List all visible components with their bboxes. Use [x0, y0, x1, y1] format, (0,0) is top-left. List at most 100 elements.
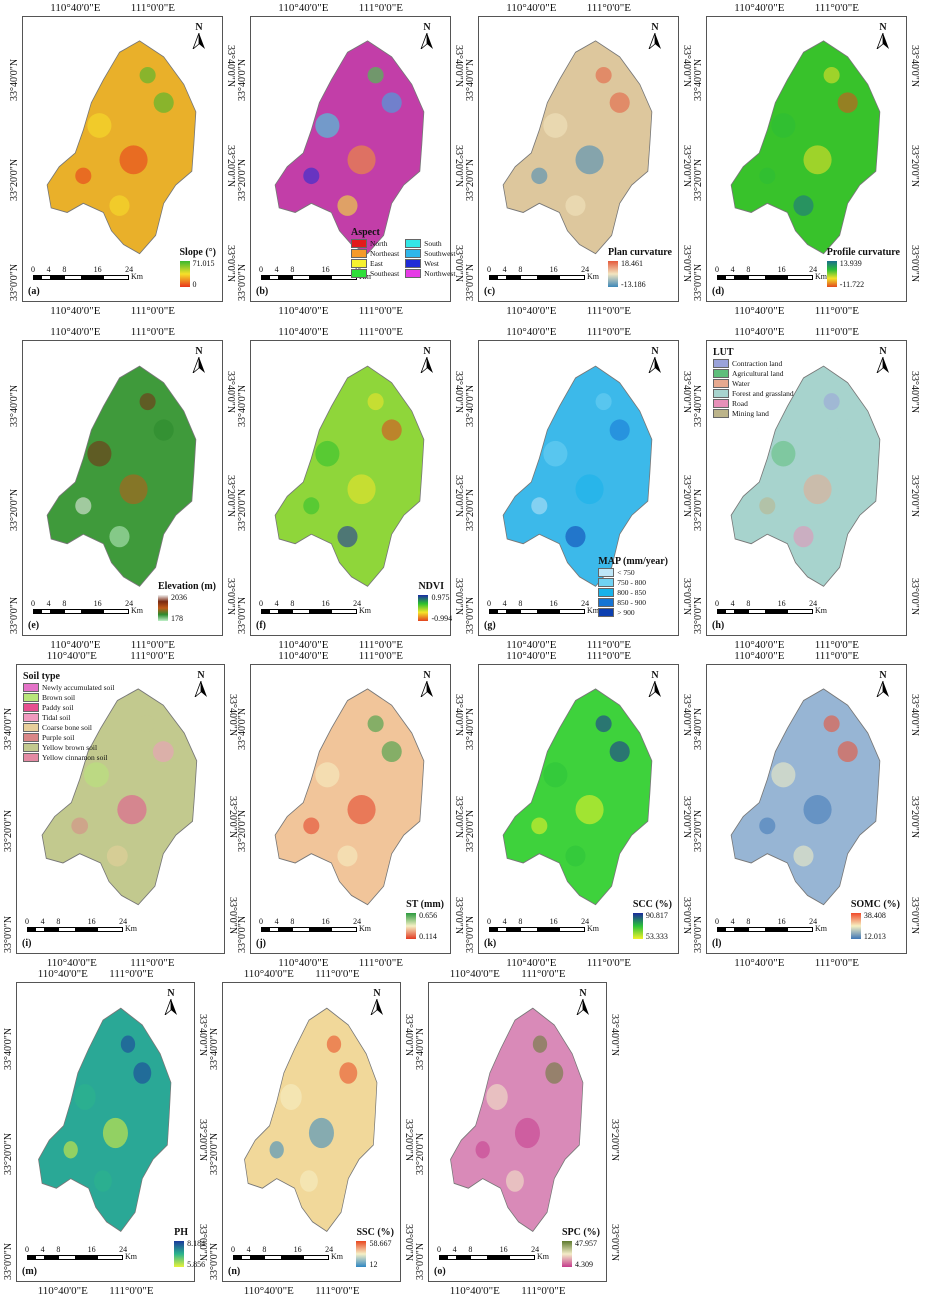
- north-label: N: [167, 988, 175, 999]
- longitude-label: 111°0'0"E: [586, 2, 631, 14]
- scale-unit: Km: [331, 1252, 343, 1261]
- longitude-label: 110°40'0"E: [37, 1285, 88, 1297]
- latitude-label: 33°20'0"N: [3, 1132, 14, 1175]
- north-arrow-icon: N: [874, 23, 892, 51]
- legend-item: Mining land: [713, 408, 794, 418]
- longitude-label: 111°0'0"E: [814, 305, 859, 317]
- legend-max: 71.015: [192, 259, 215, 268]
- legend-gradient: [174, 1241, 185, 1267]
- legend-swatch: [713, 368, 729, 378]
- study-area-map: [730, 40, 881, 255]
- legend-item: South: [405, 238, 455, 248]
- latitude-label: 33°40'0"N: [693, 707, 704, 750]
- legend-swatch: [23, 702, 39, 712]
- scale-unit: Km: [587, 924, 599, 933]
- north-label: N: [879, 670, 887, 681]
- north-label: N: [651, 22, 659, 33]
- latitude-label: 33°0'0"N: [3, 915, 14, 953]
- longitude-label: 111°0'0"E: [521, 1285, 566, 1297]
- legend-min: 12.013: [863, 932, 886, 941]
- latitude-label: 33°20'0"N: [197, 1119, 208, 1162]
- longitude-label: 110°40'0"E: [278, 2, 329, 14]
- legend-item: Agricultural land: [713, 368, 794, 378]
- latitude-label: 33°20'0"N: [3, 809, 14, 852]
- longitude-label: 111°0'0"E: [814, 650, 859, 662]
- longitude-label: 111°0'0"E: [130, 639, 175, 651]
- latitude-label: 33°20'0"N: [237, 809, 248, 852]
- longitude-label: 110°40'0"E: [506, 639, 557, 651]
- legend-swatch: [23, 712, 39, 722]
- legend-title: SCC (%): [632, 899, 672, 910]
- longitude-label: 110°40'0"E: [734, 2, 785, 14]
- longitude-label: 110°40'0"E: [50, 2, 101, 14]
- latitude-label: 33°0'0"N: [681, 245, 692, 283]
- scale-unit: Km: [537, 1252, 549, 1261]
- map-panel-c: N (c) 0 4 8 16 24 Km Plan curvature 18.461 -13.186: [478, 16, 679, 302]
- scale-tick: 16: [321, 599, 330, 608]
- study-area-map: [38, 1007, 172, 1232]
- legend-item-label: Yellow brown soil: [42, 742, 98, 752]
- longitude-label: 110°40'0"E: [734, 957, 785, 969]
- north-arrow-icon: N: [162, 988, 180, 1017]
- latitude-label: 33°40'0"N: [3, 707, 14, 750]
- legend-item: Contraction land: [713, 358, 794, 368]
- latitude-label: 33°40'0"N: [465, 59, 476, 102]
- longitude-label: 111°0'0"E: [130, 957, 175, 969]
- longitude-label: 111°0'0"E: [521, 968, 566, 980]
- panel-label: (a): [28, 286, 40, 297]
- panel-label: (c): [484, 286, 496, 297]
- legend-item-label: Tidal soil: [42, 712, 71, 722]
- latitude-label: 33°20'0"N: [465, 159, 476, 202]
- legend-item: Road: [713, 398, 794, 408]
- study-area-map: [46, 365, 197, 587]
- legend-gradient: [179, 261, 190, 287]
- latitude-label: 33°0'0"N: [197, 1224, 208, 1262]
- panel-label: (i): [22, 938, 32, 949]
- latitude-label: 33°0'0"N: [681, 897, 692, 935]
- legend-item-label: North: [370, 238, 388, 248]
- latitude-label: 33°0'0"N: [693, 264, 704, 302]
- map-panel-b: N(b)0481624KmAspectNorthSouthNortheastSo…: [250, 16, 455, 302]
- latitude-label: 33°20'0"N: [209, 1132, 220, 1175]
- scale-tick: 16: [549, 599, 558, 608]
- latitude-label: 33°40'0"N: [225, 45, 236, 88]
- longitude-label: 110°40'0"E: [506, 326, 557, 338]
- scale-tick: 0: [715, 265, 719, 274]
- latitude-label: 33°0'0"N: [9, 264, 20, 302]
- legend: LUT Contraction land Agricultural land Wate…: [713, 347, 794, 418]
- latitude-label: 33°20'0"N: [9, 488, 20, 531]
- longitude-label: 110°40'0"E: [37, 968, 88, 980]
- north-label: N: [195, 346, 203, 357]
- scale-tick: 8: [746, 265, 751, 274]
- latitude-label: 33°0'0"N: [465, 264, 476, 302]
- scale-unit: Km: [131, 606, 143, 615]
- legend: MAP (mm/year) < 750 750 - 800 800 - 850 850 …: [598, 556, 668, 617]
- latitude-label: 33°0'0"N: [225, 245, 236, 283]
- legend-item: Northwest: [405, 268, 455, 278]
- scale-tick: 16: [93, 265, 102, 274]
- legend-item-label: Northwest: [424, 268, 456, 278]
- legend-swatch: [351, 268, 367, 278]
- latitude-label: 33°40'0"N: [453, 694, 464, 737]
- north-label: N: [579, 988, 587, 999]
- latitude-label: 33°40'0"N: [209, 1027, 220, 1070]
- panel-label: (m): [22, 1266, 37, 1277]
- legend-max: 47.957: [574, 1239, 597, 1248]
- legend-min: 178: [170, 614, 183, 623]
- north-label: N: [423, 346, 431, 357]
- study-area-map: [502, 40, 653, 255]
- legend-swatch: [598, 587, 615, 597]
- legend-title: MAP (mm/year): [598, 556, 668, 567]
- latitude-label: 33°0'0"N: [453, 897, 464, 935]
- scale-tick: 0: [259, 599, 263, 608]
- legend-item: Southeast: [351, 268, 399, 278]
- scale-tick: 0: [259, 265, 263, 274]
- panel-label: (h): [712, 620, 725, 631]
- legend-title: Aspect: [351, 227, 380, 238]
- legend-min: -11.722: [839, 280, 865, 289]
- legend-swatch: [598, 567, 615, 577]
- scale-tick: 8: [56, 917, 61, 926]
- scale-tick: 24: [119, 1245, 128, 1254]
- scale-tick: 4: [46, 599, 51, 608]
